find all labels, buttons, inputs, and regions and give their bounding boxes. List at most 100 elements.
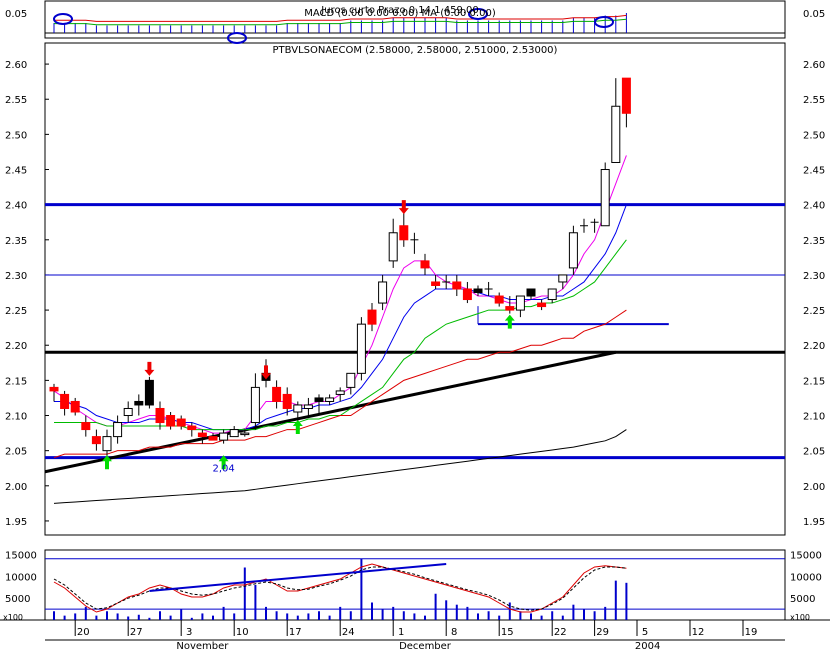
price-tick-left: 2.30 xyxy=(5,271,27,282)
moving-average-line xyxy=(53,309,627,459)
candle-body xyxy=(134,400,144,406)
price-tick-right: 2.05 xyxy=(803,447,825,458)
x-day-label: 5 xyxy=(642,627,648,638)
volume-tick-left: 15000 xyxy=(5,550,37,561)
x-month-label: November xyxy=(176,641,229,651)
divergence-line xyxy=(149,563,447,592)
volume-unit-right: x100 xyxy=(790,613,810,622)
price-tick-left: 2.35 xyxy=(5,236,27,247)
x-day-label: 24 xyxy=(342,627,355,638)
price-tick-left: 2.40 xyxy=(5,201,27,212)
buy-arrow-icon xyxy=(102,455,112,470)
price-tick-right: 1.95 xyxy=(803,517,825,528)
macd-line xyxy=(54,14,627,22)
price-tick-right: 2.25 xyxy=(803,306,825,317)
stochastic-line xyxy=(53,563,627,613)
candle-body xyxy=(282,393,292,409)
candle-body xyxy=(526,288,536,297)
candle-body xyxy=(187,425,197,431)
candle-body xyxy=(378,281,388,304)
price-tick-right: 2.00 xyxy=(803,482,825,493)
candle-body xyxy=(240,432,250,436)
price-tick-right: 2.10 xyxy=(803,412,825,423)
candle-body xyxy=(229,429,239,438)
price-tick-left: 2.20 xyxy=(5,341,27,352)
candle-body xyxy=(314,397,324,402)
price-tick-left: 2.05 xyxy=(5,447,27,458)
candle-body xyxy=(473,288,483,294)
volume-tick-right: 5000 xyxy=(790,594,815,605)
moving-average-line xyxy=(53,429,627,504)
candle-body xyxy=(176,418,186,427)
candle-body xyxy=(611,105,621,163)
macd-tick-right: 0.05 xyxy=(803,9,825,20)
macd-tick-left: 0.05 xyxy=(5,9,27,20)
x-day-label: 17 xyxy=(289,627,302,638)
candle-body xyxy=(272,386,282,402)
candle-body xyxy=(60,393,70,409)
price-tick-left: 2.45 xyxy=(5,166,27,177)
candle-body xyxy=(123,407,133,417)
candle-body xyxy=(452,281,462,290)
candle-body xyxy=(431,281,441,286)
candle-body xyxy=(49,386,59,392)
x-day-label: 22 xyxy=(554,627,567,638)
x-day-label: 3 xyxy=(186,627,192,638)
x-month-label: December xyxy=(399,641,452,651)
price-frame xyxy=(44,42,786,536)
candle-body xyxy=(81,422,91,431)
candle-body xyxy=(197,432,207,438)
price-tick-left: 2.10 xyxy=(5,412,27,423)
macd-circle-marker xyxy=(227,32,247,44)
price-tick-left: 2.60 xyxy=(5,60,27,71)
candle-body xyxy=(91,436,101,445)
price-tick-left: 2.15 xyxy=(5,376,27,387)
candle-body xyxy=(102,436,112,452)
x-day-label: 27 xyxy=(130,627,143,638)
candle-body xyxy=(462,288,472,301)
price-annotation: 2,04 xyxy=(212,464,234,475)
candle-body xyxy=(70,400,80,413)
x-month-label: 2004 xyxy=(635,641,660,651)
candle-body xyxy=(113,422,123,438)
candle-body xyxy=(600,169,610,227)
candle-body xyxy=(335,390,345,395)
macd-signal-line xyxy=(54,18,627,26)
candle-body xyxy=(388,232,398,262)
macd-label: MACD (0.00 0.00 0.00) MA (0.00 0.00) xyxy=(304,8,496,19)
price-tick-right: 2.30 xyxy=(803,271,825,282)
candle-body xyxy=(420,260,430,269)
candle-body xyxy=(208,436,218,441)
price-tick-right: 2.45 xyxy=(803,166,825,177)
x-day-label: 12 xyxy=(692,627,705,638)
candle-body xyxy=(494,295,504,304)
candle-body xyxy=(250,386,260,424)
price-tick-right: 2.15 xyxy=(803,376,825,387)
price-tick-left: 2.00 xyxy=(5,482,27,493)
x-day-label: 15 xyxy=(501,627,514,638)
price-tick-right: 2.60 xyxy=(803,60,825,71)
candle-body xyxy=(356,323,366,374)
x-day-label: 29 xyxy=(596,627,609,638)
candle-body xyxy=(399,225,409,241)
price-tick-right: 2.40 xyxy=(803,201,825,212)
candle-body xyxy=(293,404,303,413)
x-day-label: 1 xyxy=(398,627,404,638)
candle-body xyxy=(558,274,568,283)
sell-arrow-icon xyxy=(144,361,155,376)
candle-body xyxy=(568,232,578,269)
volume-tick-right: 10000 xyxy=(790,572,822,583)
candle-body xyxy=(166,415,176,427)
x-day-label: 8 xyxy=(451,627,457,638)
volume-unit-left: x100 xyxy=(3,613,23,622)
macd-frame xyxy=(44,0,786,39)
price-tick-left: 1.95 xyxy=(5,517,27,528)
candle-body xyxy=(547,288,557,301)
candle-body xyxy=(515,295,525,311)
price-tick-right: 2.50 xyxy=(803,130,825,141)
sell-arrow-icon xyxy=(261,365,271,380)
volume-tick-left: 10000 xyxy=(5,572,37,583)
candle-body xyxy=(367,309,377,325)
candle-body xyxy=(219,432,229,441)
